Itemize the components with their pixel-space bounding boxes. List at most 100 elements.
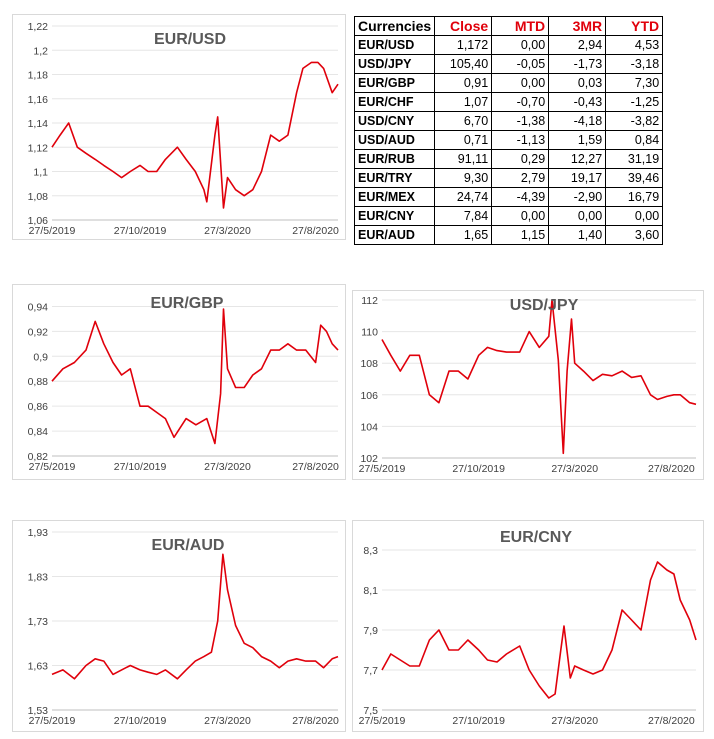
y-tick-label: 1,1: [33, 167, 48, 179]
value-cell: -0,05: [491, 54, 550, 74]
value-cell: 2,94: [548, 35, 607, 55]
value-cell: 7,30: [605, 73, 664, 93]
chart-frame: [352, 290, 704, 480]
currency-pair-cell: EUR/TRY: [353, 168, 436, 188]
x-tick-label: 27/3/2020: [551, 715, 598, 727]
chart-title: EUR/AUD: [152, 537, 225, 554]
series-line-eurusd: [51, 61, 339, 209]
chart-panel-euraud: 1,53 1,63 1,73 1,83 1,93 27/5/2019 27/10/2019 2…: [12, 520, 346, 732]
x-tick-label: 27/5/2019: [29, 461, 76, 473]
chart-panel-eurcny: 7,5 7,7 7,9 8,1 8,3 27/5/2019 27/10/2019 27/3/2…: [352, 520, 704, 732]
value-cell: 0,03: [548, 73, 607, 93]
value-cell: 91,11: [434, 149, 493, 169]
series-line-eurcny: [381, 561, 697, 699]
chart-svg-usdjpy: 102 104 106 108 110 112 27/5/2019 27/10/2019 27/…: [352, 290, 704, 480]
y-tick-label: 1,63: [28, 661, 49, 673]
x-tick-label: 27/8/2020: [648, 463, 695, 475]
series-line-eurgbp: [51, 308, 339, 445]
value-cell: -1,73: [548, 54, 607, 74]
chart-svg-euraud: 1,53 1,63 1,73 1,83 1,93 27/5/2019 27/10/2019 2…: [12, 520, 346, 732]
chart-svg-eurcny: 7,5 7,7 7,9 8,1 8,3 27/5/2019 27/10/2019 27/3/2…: [352, 520, 704, 732]
table-row: EUR/RUB 91,11 0,29 12,27 31,19: [353, 149, 664, 169]
chart-frame: [12, 14, 346, 240]
y-tick-label: 112: [361, 295, 378, 307]
chart-svg-eurusd: 1,06 1,08 1,1 1,12 1,14 1,16 1,18 1,2 1,22 27/5/2…: [12, 14, 346, 240]
value-cell: 12,27: [548, 149, 607, 169]
value-cell: 1,65: [434, 225, 493, 245]
table-row: USD/CNY 6,70 -1,38 -4,18 -3,82: [353, 111, 664, 131]
value-cell: 6,70: [434, 111, 493, 131]
table-row: EUR/CHF 1,07 -0,70 -0,43 -1,25: [353, 92, 664, 112]
y-tick-label: 106: [360, 390, 378, 402]
table-title: Currencies: [353, 16, 436, 36]
x-tick-label: 27/10/2019: [452, 715, 505, 727]
value-cell: 1,40: [548, 225, 607, 245]
y-tick-label: 7,7: [363, 665, 378, 677]
y-tick-label: 1,22: [28, 21, 49, 33]
x-tick-label: 27/5/2019: [29, 225, 76, 237]
y-tick-label: 0,86: [28, 401, 49, 413]
y-tick-label: 102: [360, 453, 378, 465]
y-tick-label: 0,84: [28, 426, 49, 438]
y-tick-label: 1,14: [28, 118, 49, 130]
x-tick-label: 27/3/2020: [204, 461, 251, 473]
currency-pair-cell: EUR/RUB: [353, 149, 436, 169]
x-tick-label: 27/8/2020: [648, 715, 695, 727]
value-cell: 1,07: [434, 92, 493, 112]
x-tick-label: 27/5/2019: [359, 715, 406, 727]
value-cell: 0,00: [491, 35, 550, 55]
currency-pair-cell: EUR/CNY: [353, 206, 436, 226]
table-row: EUR/USD 1,172 0,00 2,94 4,53: [353, 35, 664, 55]
column-header-3mr: 3MR: [548, 16, 607, 36]
table-header-row: Currencies Close MTD 3MR YTD: [353, 16, 664, 36]
y-tick-label: 7,5: [363, 705, 378, 717]
x-tick-label: 27/10/2019: [452, 463, 505, 475]
value-cell: -1,38: [491, 111, 550, 131]
value-cell: 1,59: [548, 130, 607, 150]
table-row: EUR/AUD 1,65 1,15 1,40 3,60: [353, 225, 664, 245]
value-cell: 0,00: [548, 206, 607, 226]
y-tick-label: 8,3: [363, 545, 378, 557]
table-row: EUR/GBP 0,91 0,00 0,03 7,30: [353, 73, 664, 93]
table-row: EUR/CNY 7,84 0,00 0,00 0,00: [353, 206, 664, 226]
y-tick-label: 0,88: [28, 376, 49, 388]
y-tick-label: 0,94: [28, 301, 49, 313]
value-cell: 4,53: [605, 35, 664, 55]
y-tick-label: 1,06: [28, 215, 49, 227]
value-cell: 0,29: [491, 149, 550, 169]
table-row: USD/JPY 105,40 -0,05 -1,73 -3,18: [353, 54, 664, 74]
currency-pair-cell: USD/AUD: [353, 130, 436, 150]
y-tick-label: 0,82: [28, 451, 49, 463]
chart-title: EUR/USD: [154, 31, 226, 48]
value-cell: -1,13: [491, 130, 550, 150]
chart-panel-eurusd: 1,06 1,08 1,1 1,12 1,14 1,16 1,18 1,2 1,22 27/5/2…: [12, 14, 346, 240]
value-cell: -4,39: [491, 187, 550, 207]
x-tick-label: 27/5/2019: [359, 463, 406, 475]
y-tick-label: 104: [360, 421, 378, 433]
column-header-mtd: MTD: [491, 16, 550, 36]
currency-pair-cell: EUR/USD: [353, 35, 436, 55]
table-row: EUR/MEX 24,74 -4,39 -2,90 16,79: [353, 187, 664, 207]
y-tick-label: 1,08: [28, 191, 49, 203]
y-tick-label: 1,73: [28, 616, 49, 628]
y-tick-label: 1,16: [28, 94, 49, 106]
x-tick-label: 27/8/2020: [292, 715, 339, 727]
value-cell: 31,19: [605, 149, 664, 169]
y-tick-label: 108: [360, 358, 378, 370]
chart-frame: [12, 520, 346, 732]
y-tick-label: 8,1: [363, 585, 378, 597]
y-tick-label: 1,83: [28, 572, 49, 584]
table-row: EUR/TRY 9,30 2,79 19,17 39,46: [353, 168, 664, 188]
series-line-euraud: [51, 553, 339, 680]
value-cell: 0,91: [434, 73, 493, 93]
x-tick-label: 27/10/2019: [114, 461, 167, 473]
value-cell: 0,00: [491, 73, 550, 93]
x-tick-label: 27/8/2020: [292, 461, 339, 473]
value-cell: -2,90: [548, 187, 607, 207]
chart-frame: [12, 284, 346, 480]
chart-title: EUR/GBP: [151, 295, 224, 312]
chart-frame: [352, 520, 704, 732]
column-header-close: Close: [434, 16, 493, 36]
currency-pair-cell: EUR/GBP: [353, 73, 436, 93]
x-tick-label: 27/3/2020: [204, 715, 251, 727]
